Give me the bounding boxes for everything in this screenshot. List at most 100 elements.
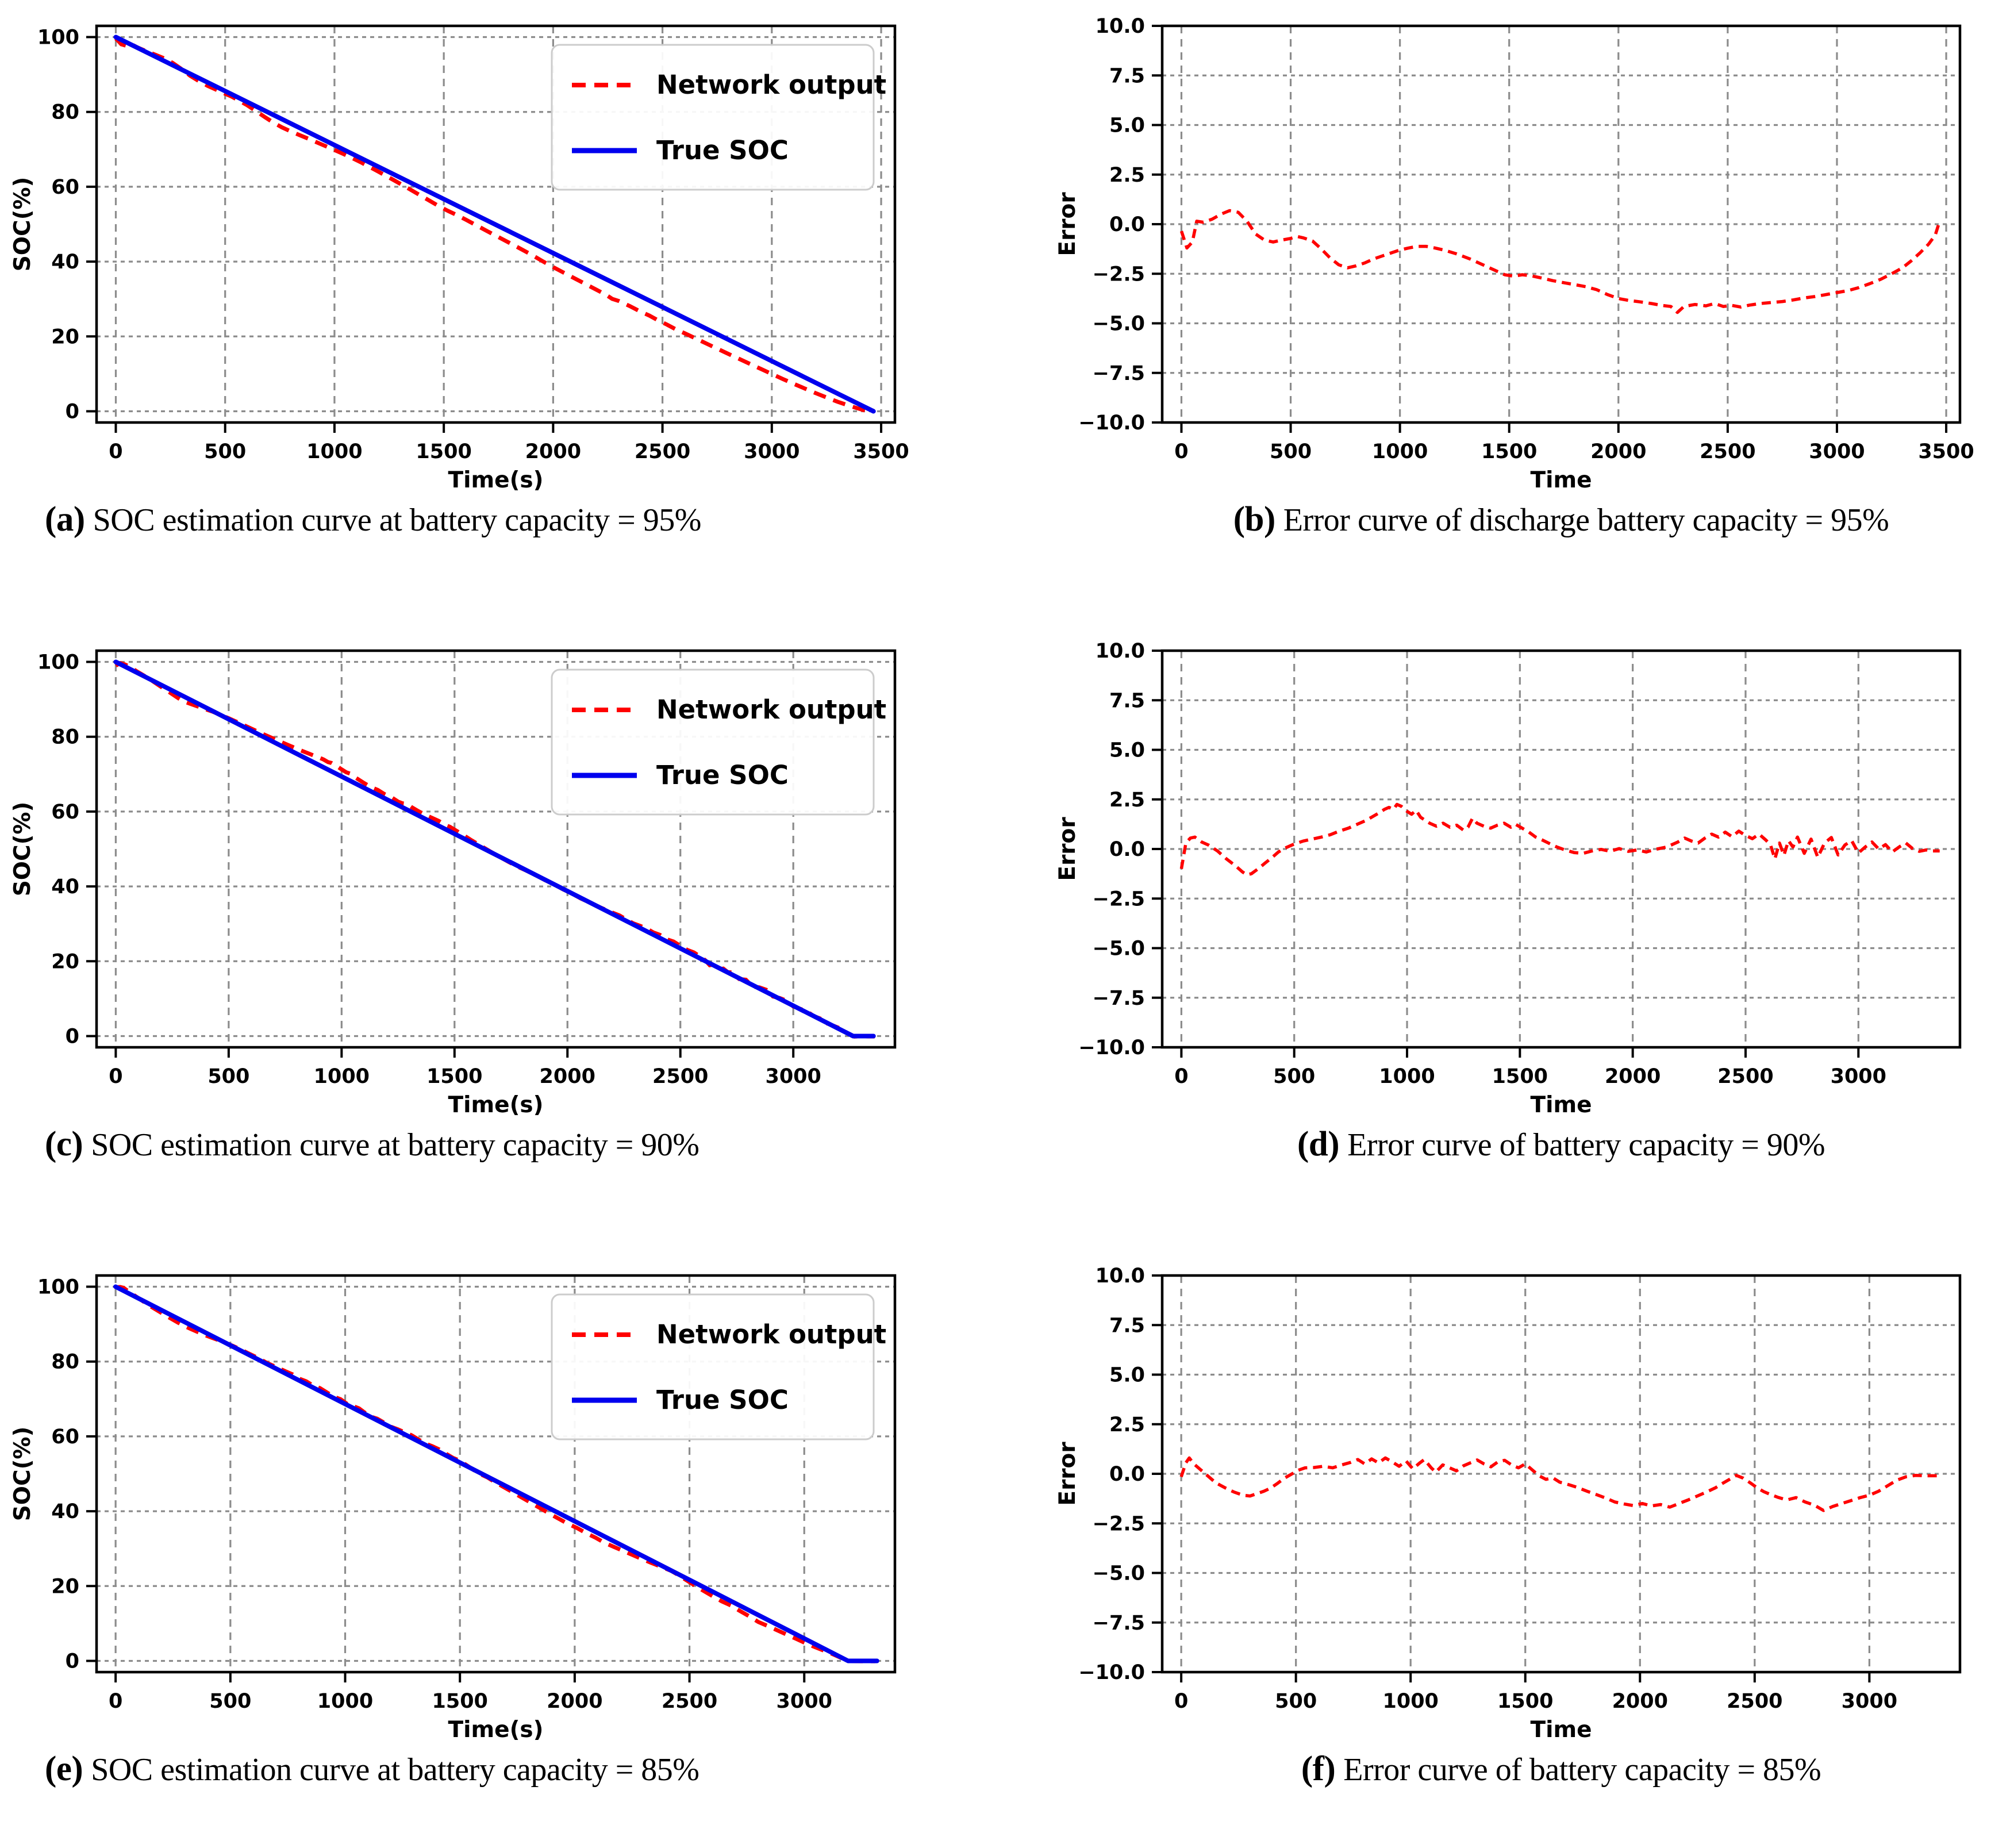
svg-text:20: 20 (51, 325, 79, 348)
svg-text:1500: 1500 (432, 1690, 487, 1713)
svg-text:0: 0 (66, 400, 79, 423)
svg-text:−2.5: −2.5 (1093, 1512, 1145, 1535)
caption-e-text: SOC estimation curve at battery capacity… (91, 1752, 699, 1788)
true-soc-line (113, 659, 876, 1039)
svg-text:2.5: 2.5 (1109, 1413, 1145, 1436)
caption-f-text: Error curve of battery capacity = 85% (1343, 1752, 1821, 1788)
grid-lines (1162, 650, 1960, 1048)
legend-network-label: Network output (656, 694, 886, 725)
svg-text:500: 500 (209, 1690, 251, 1713)
svg-text:60: 60 (51, 176, 79, 199)
svg-text:−5.0: −5.0 (1093, 313, 1145, 336)
legend-network-label: Network output (656, 70, 886, 100)
axis-ticks: 0 500 1000 1500 2000 2500 3000 3500 0 20 40 60 80 100 (37, 26, 909, 463)
svg-text:−10.0: −10.0 (1078, 1036, 1145, 1059)
svg-text:10.0: 10.0 (1096, 15, 1145, 38)
svg-text:0.0: 0.0 (1109, 1463, 1145, 1486)
grid-lines (1162, 25, 1960, 424)
svg-text:2000: 2000 (1605, 1065, 1661, 1088)
svg-text:20: 20 (51, 950, 79, 973)
y-axis-label: Error (1055, 192, 1081, 256)
axes-frame (95, 24, 897, 424)
axes-frame (95, 1274, 897, 1674)
axes-frame (95, 649, 897, 1049)
y-axis-label: SOC(%) (10, 177, 36, 272)
series (113, 1284, 879, 1663)
svg-text:0: 0 (109, 440, 122, 463)
svg-text:−2.5: −2.5 (1093, 263, 1145, 286)
caption-c-label: (c) (45, 1125, 83, 1163)
legend-box (551, 1293, 875, 1440)
x-axis-label: Time(s) (448, 1092, 544, 1118)
svg-text:1000: 1000 (1372, 440, 1428, 463)
legend-box (551, 668, 875, 816)
svg-text:0.0: 0.0 (1109, 213, 1145, 236)
caption-d: (d) Error curve of battery capacity = 90% (1007, 1124, 2014, 1165)
svg-text:3500: 3500 (1918, 440, 1974, 463)
svg-text:2000: 2000 (540, 1065, 595, 1088)
soc-chart-capacity-90: 0 500 1000 1500 2000 2500 3000 0 20 40 60 80 100 Time… (10, 649, 897, 1118)
svg-text:2000: 2000 (1590, 440, 1646, 463)
svg-text:2000: 2000 (547, 1690, 602, 1713)
svg-text:500: 500 (204, 440, 246, 463)
grid-lines (1162, 1274, 1960, 1673)
svg-text:500: 500 (1270, 440, 1312, 463)
series (113, 34, 876, 414)
caption-a-text: SOC estimation curve at battery capacity… (93, 502, 702, 538)
true-soc-line (113, 34, 876, 414)
x-axis-label: Time (1530, 467, 1592, 493)
error-chart-capacity-95: 0 500 1000 1500 2000 2500 3000 3500 10.0 7.5 5.0 2.… (1055, 15, 1974, 493)
caption-b: (b) Error curve of discharge battery capa… (1007, 500, 2014, 540)
x-axis-label: Time(s) (448, 467, 544, 493)
caption-a-label: (a) (45, 500, 85, 539)
legend-true-soc-label: True SOC (656, 760, 789, 790)
svg-text:7.5: 7.5 (1109, 64, 1145, 87)
svg-text:500: 500 (1273, 1065, 1315, 1088)
svg-text:3000: 3000 (777, 1690, 832, 1713)
svg-text:0: 0 (66, 1650, 79, 1673)
svg-text:2500: 2500 (652, 1065, 708, 1088)
svg-text:40: 40 (51, 1500, 79, 1523)
error-chart-capacity-90: 0 500 1000 1500 2000 2500 3000 10.0 7.5 5.0 2.5 0.0… (1055, 640, 1962, 1118)
svg-text:500: 500 (207, 1065, 249, 1088)
panel-c: 0 500 1000 1500 2000 2500 3000 0 20 40 60 80 100 Time… (0, 636, 1007, 1165)
svg-text:10.0: 10.0 (1096, 1265, 1145, 1288)
series (1179, 1456, 1941, 1512)
figure-grid: 0 500 1000 1500 2000 2500 3000 3500 0 20 40 60 80 100… (0, 11, 2014, 1789)
axis-ticks: 0 500 1000 1500 2000 2500 3000 3500 10.0 7.5 5.0 2.… (1078, 15, 1974, 463)
axis-ticks: 0 500 1000 1500 2000 2500 3000 10.0 7.5 5.0 2.5 0.0… (1078, 640, 1886, 1088)
panel-e: 0 500 1000 1500 2000 2500 3000 0 20 40 60 80 100 Time… (0, 1261, 1007, 1789)
figure-row-2: 0 500 1000 1500 2000 2500 3000 0 20 40 60 80 100 Time… (0, 636, 2014, 1165)
svg-text:60: 60 (51, 801, 79, 824)
svg-text:−7.5: −7.5 (1093, 362, 1145, 385)
svg-text:7.5: 7.5 (1109, 689, 1145, 712)
series (1179, 209, 1942, 314)
legend-network-label: Network output (656, 1319, 886, 1350)
svg-text:−7.5: −7.5 (1093, 987, 1145, 1010)
svg-text:1000: 1000 (314, 1065, 370, 1088)
panel-d: 0 500 1000 1500 2000 2500 3000 10.0 7.5 5.0 2.5 0.0… (1007, 636, 2014, 1165)
caption-b-text: Error curve of discharge battery capacit… (1283, 502, 1889, 538)
true-soc-line (113, 1284, 879, 1663)
svg-text:2500: 2500 (662, 1690, 717, 1713)
svg-text:80: 80 (51, 1351, 79, 1374)
legend: Network output True SOC (551, 44, 886, 191)
legend-true-soc-label: True SOC (656, 135, 789, 166)
caption-f-label: (f) (1301, 1750, 1336, 1788)
series (1179, 802, 1940, 877)
svg-text:80: 80 (51, 726, 79, 749)
soc-chart-capacity-85: 0 500 1000 1500 2000 2500 3000 0 20 40 60 80 100 Time… (10, 1274, 897, 1743)
series (113, 659, 876, 1039)
error-line (1179, 802, 1940, 877)
svg-text:5.0: 5.0 (1109, 1364, 1145, 1387)
svg-text:80: 80 (51, 101, 79, 124)
error-line (1179, 209, 1942, 314)
panel-b: 0 500 1000 1500 2000 2500 3000 3500 10.0 7.5 5.0 2.… (1007, 11, 2014, 540)
svg-text:2.5: 2.5 (1109, 164, 1145, 187)
svg-text:−7.5: −7.5 (1093, 1612, 1145, 1635)
svg-text:20: 20 (51, 1575, 79, 1598)
legend: Network output True SOC (551, 668, 886, 816)
svg-text:0.0: 0.0 (1109, 838, 1145, 861)
svg-text:100: 100 (37, 651, 79, 674)
svg-text:1500: 1500 (1492, 1065, 1548, 1088)
